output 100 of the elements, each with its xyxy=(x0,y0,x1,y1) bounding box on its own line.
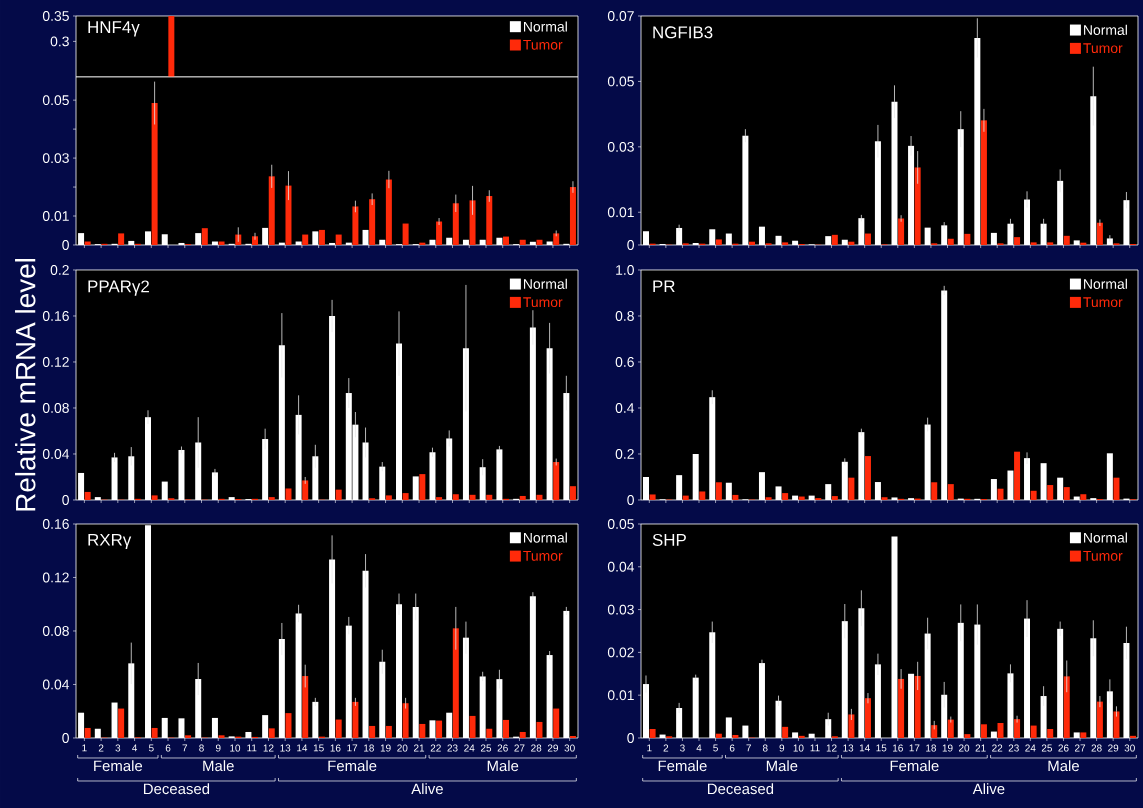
x-tick-label: 19 xyxy=(380,744,391,752)
legend-label: Tumor xyxy=(1083,551,1123,561)
y-tick-label: 0.04 xyxy=(607,561,635,572)
y-tick-label: 0.04 xyxy=(42,449,70,459)
x-tick-label: 20 xyxy=(397,744,408,752)
y-tick-label: 0.05 xyxy=(42,95,69,106)
y-tick-label: 0 xyxy=(62,733,69,743)
chart-title: NGFIB3 xyxy=(653,26,713,39)
chart-title: SHP xyxy=(652,533,686,546)
y-tick-label: 0.03 xyxy=(607,604,634,615)
legend-label: Normal xyxy=(524,278,567,290)
legend-label: Normal xyxy=(1084,532,1127,543)
legend-label: Normal xyxy=(524,21,567,32)
y-tick-label: 0.03 xyxy=(42,153,69,164)
x-tick-label: 13 xyxy=(843,744,854,752)
text: Alive xyxy=(972,783,1005,795)
x-tick-label: 8 xyxy=(762,744,768,752)
x-tick-label: 29 xyxy=(1108,744,1119,752)
text: Male xyxy=(487,760,519,772)
y-tick-label: 0.08 xyxy=(42,403,69,413)
y-tick-label: 0.07 xyxy=(607,11,634,21)
x-tick-label: 5 xyxy=(148,744,154,752)
x-tick-label: 16 xyxy=(330,744,341,752)
x-tick-label: 15 xyxy=(313,744,324,752)
y-tick-label: 0.01 xyxy=(607,690,634,701)
y-tick-label: 0 xyxy=(627,495,634,505)
text: PPARγ2 xyxy=(88,280,149,296)
y-tick-label: 0.8 xyxy=(615,311,634,321)
x-tick-label: 3 xyxy=(680,744,685,752)
legend-label: Normal xyxy=(524,532,567,543)
y-tick-label: 0.01 xyxy=(42,211,69,221)
x-tick-label: 4 xyxy=(696,744,702,752)
x-tick-label: 13 xyxy=(280,744,291,752)
x-tick-label: 7 xyxy=(746,744,751,752)
x-tick-label: 12 xyxy=(826,744,837,752)
text: Male xyxy=(1048,760,1079,772)
x-tick-label: 14 xyxy=(859,744,870,752)
x-tick-label: 18 xyxy=(926,744,937,752)
text: Male xyxy=(766,760,798,772)
y-tick-label: 0.2 xyxy=(615,449,634,459)
y-tick-label: 0.12 xyxy=(42,572,69,583)
y-tick-label: 0 xyxy=(627,240,634,250)
x-tick-label: 1 xyxy=(647,744,652,752)
x-tick-label: 21 xyxy=(975,744,986,752)
x-tick-label: 6 xyxy=(729,744,735,752)
text: Female xyxy=(658,760,707,772)
x-tick-label: 2 xyxy=(663,744,669,752)
x-tick-label: 25 xyxy=(480,744,492,752)
x-tick-label: 26 xyxy=(497,744,508,752)
y-tick-label: 0 xyxy=(627,733,634,743)
y-tick-label: 0.12 xyxy=(42,357,69,367)
legend-label: Normal xyxy=(1084,24,1127,35)
x-tick-label: 14 xyxy=(297,744,308,752)
x-tick-label: 17 xyxy=(347,744,358,752)
legend-label: Tumor xyxy=(523,551,563,561)
text: Deceased xyxy=(143,783,210,795)
legend-label: Tumor xyxy=(523,297,563,308)
text: Alive xyxy=(411,783,443,795)
x-tick-label: 19 xyxy=(942,744,953,752)
y-tick-label: 0.16 xyxy=(42,519,69,529)
y-tick-label: 0.04 xyxy=(42,679,70,690)
text: Female xyxy=(890,760,939,772)
x-tick-label: 27 xyxy=(1074,744,1086,752)
x-tick-label: 4 xyxy=(132,744,138,752)
x-tick-label: 8 xyxy=(199,744,204,752)
legend-label: Tumor xyxy=(523,39,563,50)
y-tick-label: 0.05 xyxy=(607,76,634,87)
x-tick-label: 22 xyxy=(430,744,441,752)
x-tick-label: 24 xyxy=(464,744,475,752)
legend-label: Tumor xyxy=(1083,43,1123,54)
y-tick-label: 0.03 xyxy=(607,141,634,152)
chart-title: PR xyxy=(653,280,675,293)
y-tick-label: 0.01 xyxy=(607,207,634,218)
x-tick-label: 10 xyxy=(793,744,804,752)
x-tick-label: 25 xyxy=(1041,744,1053,752)
y-tick-label: 0 xyxy=(62,240,69,250)
chart-title: HNF4γ xyxy=(88,21,140,37)
x-tick-label: 24 xyxy=(1025,744,1036,752)
text: RXRγ xyxy=(88,533,132,550)
x-tick-label: 28 xyxy=(531,744,542,752)
x-tick-label: 12 xyxy=(263,744,274,752)
x-tick-label: 16 xyxy=(893,744,903,752)
y-tick-label: 0.02 xyxy=(607,647,634,658)
x-tick-label: 5 xyxy=(713,744,718,752)
x-tick-label: 27 xyxy=(514,744,525,752)
text: Female xyxy=(94,760,143,772)
y-axis-title: Relative mRNA level xyxy=(15,259,36,511)
x-tick-label: 15 xyxy=(876,744,887,752)
x-tick-label: 2 xyxy=(98,744,104,752)
y-tick-label: 1.0 xyxy=(616,265,634,275)
x-tick-label: 18 xyxy=(364,744,374,752)
legend-label: Normal xyxy=(1084,278,1127,290)
y-tick-label: 0.6 xyxy=(615,357,634,367)
x-tick-label: 9 xyxy=(779,744,785,752)
x-tick-label: 11 xyxy=(810,744,820,752)
y-tick-label: 0.16 xyxy=(42,311,69,321)
y-tick-label: 0.4 xyxy=(615,403,635,413)
text: Deceased xyxy=(707,783,774,795)
y-tick-label: 0.3 xyxy=(50,36,69,47)
x-tick-label: 30 xyxy=(1124,744,1135,752)
